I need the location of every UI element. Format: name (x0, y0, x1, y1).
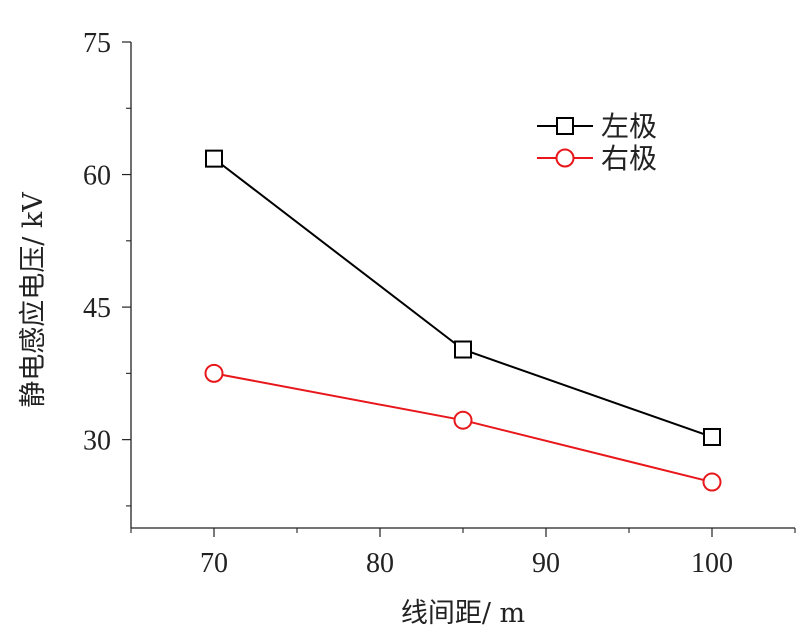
legend-label: 右极 (601, 142, 657, 175)
legend-marker (556, 117, 574, 135)
y-axis-label: 静电感应电压/ kV (18, 192, 49, 408)
data-point (703, 427, 721, 446)
data-point (453, 410, 473, 430)
x-tick-label: 70 (200, 548, 228, 579)
x-axis-label: 线间距/ m (401, 598, 525, 629)
legend-label: 左极 (601, 110, 657, 143)
y-tick-label: 45 (83, 293, 111, 324)
x-tick-label: 80 (366, 548, 394, 579)
legend-marker (555, 148, 575, 168)
data-point (204, 363, 224, 383)
series-line (213, 157, 713, 438)
ticks: 70 80 90 100 30 45 60 75 (83, 28, 796, 579)
data-point (205, 149, 223, 168)
data-point (702, 472, 722, 492)
y-tick-label: 75 (83, 28, 111, 59)
series-group (204, 149, 722, 492)
data-point (454, 340, 472, 359)
x-tick-label: 100 (691, 548, 733, 579)
x-tick-label: 90 (532, 548, 560, 579)
axes (130, 42, 795, 529)
y-tick-label: 30 (83, 426, 111, 457)
y-tick-label: 60 (83, 161, 111, 192)
